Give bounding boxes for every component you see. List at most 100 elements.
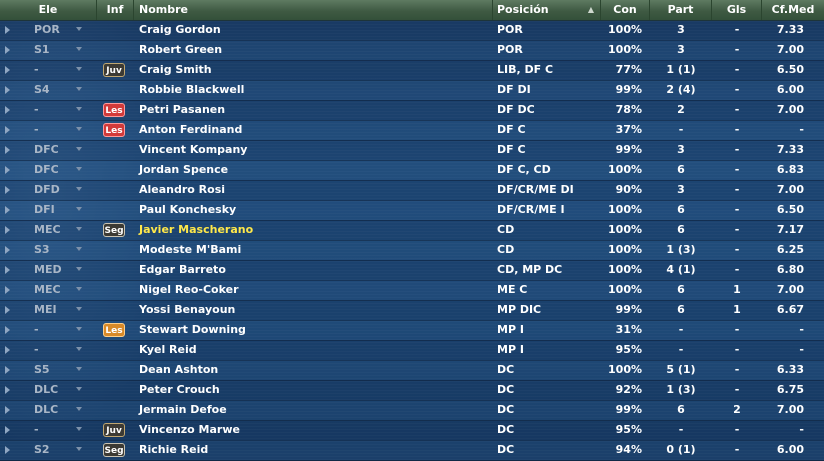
col-header-nombre[interactable]: Nombre — [134, 0, 493, 20]
expand-arrow-icon[interactable] — [5, 286, 10, 294]
player-name[interactable]: Modeste M'Bami — [139, 243, 242, 256]
expand-arrow-icon[interactable] — [5, 346, 10, 354]
player-row[interactable]: S4 Robbie Blackwell DF DI 99% 2 (4) - 6.00 — [0, 80, 824, 101]
status-badge[interactable]: Les — [103, 323, 125, 337]
role-dropdown-icon[interactable] — [76, 246, 82, 252]
col-header-gls[interactable]: Gls — [712, 0, 762, 20]
expand-arrow-icon[interactable] — [5, 426, 10, 434]
expand-arrow-icon[interactable] — [5, 266, 10, 274]
player-name[interactable]: Robbie Blackwell — [139, 83, 245, 96]
player-name[interactable]: Yossi Benayoun — [139, 303, 236, 316]
expand-arrow-icon[interactable] — [5, 186, 10, 194]
role-dropdown-icon[interactable] — [76, 26, 82, 32]
role-dropdown-icon[interactable] — [76, 346, 82, 352]
role-dropdown-icon[interactable] — [76, 426, 82, 432]
expand-arrow-icon[interactable] — [5, 406, 10, 414]
expand-arrow-icon[interactable] — [5, 86, 10, 94]
player-row[interactable]: S1 Robert Green POR 100% 3 - 7.00 — [0, 40, 824, 61]
player-row[interactable]: POR Craig Gordon POR 100% 3 - 7.33 — [0, 20, 824, 41]
role-dropdown-icon[interactable] — [76, 266, 82, 272]
expand-arrow-icon[interactable] — [5, 126, 10, 134]
role-dropdown-icon[interactable] — [76, 86, 82, 92]
player-row[interactable]: S3 Modeste M'Bami CD 100% 1 (3) - 6.25 — [0, 240, 824, 261]
player-row[interactable]: - Juv Vincenzo Marwe DC 95% - - - — [0, 420, 824, 441]
player-name[interactable]: Craig Gordon — [139, 23, 221, 36]
player-name[interactable]: Vincent Kompany — [139, 143, 248, 156]
expand-arrow-icon[interactable] — [5, 206, 10, 214]
role-dropdown-icon[interactable] — [76, 226, 82, 232]
role-dropdown-icon[interactable] — [76, 46, 82, 52]
expand-arrow-icon[interactable] — [5, 246, 10, 254]
player-name[interactable]: Richie Reid — [139, 443, 209, 456]
player-name[interactable]: Javier Mascherano — [139, 223, 254, 236]
expand-arrow-icon[interactable] — [5, 166, 10, 174]
player-row[interactable]: DLC Jermain Defoe DC 99% 6 2 7.00 — [0, 400, 824, 421]
player-name[interactable]: Edgar Barreto — [139, 263, 226, 276]
player-row[interactable]: DFC Vincent Kompany DF C 99% 3 - 7.33 — [0, 140, 824, 161]
role-dropdown-icon[interactable] — [76, 446, 82, 452]
player-name[interactable]: Aleandro Rosi — [139, 183, 226, 196]
col-header-con[interactable]: Con — [601, 0, 650, 20]
expand-arrow-icon[interactable] — [5, 226, 10, 234]
status-badge[interactable]: Les — [103, 123, 125, 137]
status-badge[interactable]: Les — [103, 103, 125, 117]
role-dropdown-icon[interactable] — [76, 326, 82, 332]
player-row[interactable]: S2 Seg Richie Reid DC 94% 0 (1) - 6.00 — [0, 440, 824, 461]
expand-arrow-icon[interactable] — [5, 46, 10, 54]
player-row[interactable]: DLC Peter Crouch DC 92% 1 (3) - 6.75 — [0, 380, 824, 401]
status-badge[interactable]: Seg — [103, 443, 125, 457]
expand-arrow-icon[interactable] — [5, 386, 10, 394]
player-name[interactable]: Vincenzo Marwe — [139, 423, 240, 436]
player-name[interactable]: Stewart Downing — [139, 323, 246, 336]
player-name[interactable]: Craig Smith — [139, 63, 212, 76]
role-dropdown-icon[interactable] — [76, 186, 82, 192]
player-row[interactable]: DFC Jordan Spence DF C, CD 100% 6 - 6.83 — [0, 160, 824, 181]
player-row[interactable]: MED Edgar Barreto CD, MP DC 100% 4 (1) - 6.80 — [0, 260, 824, 281]
expand-arrow-icon[interactable] — [5, 326, 10, 334]
player-row[interactable]: DFI Paul Konchesky DF/CR/ME I 100% 6 - 6.50 — [0, 200, 824, 221]
player-name[interactable]: Dean Ashton — [139, 363, 219, 376]
role-dropdown-icon[interactable] — [76, 366, 82, 372]
role-dropdown-icon[interactable] — [76, 306, 82, 312]
expand-arrow-icon[interactable] — [5, 306, 10, 314]
col-header-part[interactable]: Part — [650, 0, 712, 20]
player-row[interactable]: - Les Anton Ferdinand DF C 37% - - - — [0, 120, 824, 141]
col-header-inf[interactable]: Inf — [97, 0, 134, 20]
role-dropdown-icon[interactable] — [76, 286, 82, 292]
player-row[interactable]: MEI Yossi Benayoun MP DIC 99% 6 1 6.67 — [0, 300, 824, 321]
player-name[interactable]: Paul Konchesky — [139, 203, 237, 216]
player-row[interactable]: - Juv Craig Smith LIB, DF C 77% 1 (1) - 6.50 — [0, 60, 824, 81]
status-badge[interactable]: Juv — [103, 63, 125, 77]
expand-arrow-icon[interactable] — [5, 446, 10, 454]
player-row[interactable]: - Les Petri Pasanen DF DC 78% 2 - 7.00 — [0, 100, 824, 121]
player-row[interactable]: MEC Seg Javier Mascherano CD 100% 6 - 7.17 — [0, 220, 824, 241]
expand-arrow-icon[interactable] — [5, 106, 10, 114]
player-name[interactable]: Anton Ferdinand — [139, 123, 243, 136]
col-header-ele[interactable]: Ele — [0, 0, 97, 20]
role-dropdown-icon[interactable] — [76, 66, 82, 72]
role-dropdown-icon[interactable] — [76, 406, 82, 412]
role-dropdown-icon[interactable] — [76, 126, 82, 132]
player-name[interactable]: Nigel Reo-Coker — [139, 283, 239, 296]
expand-arrow-icon[interactable] — [5, 26, 10, 34]
player-name[interactable]: Petri Pasanen — [139, 103, 226, 116]
col-header-cfmed[interactable]: Cf.Med — [762, 0, 824, 20]
player-name[interactable]: Jordan Spence — [139, 163, 229, 176]
role-dropdown-icon[interactable] — [76, 166, 82, 172]
expand-arrow-icon[interactable] — [5, 146, 10, 154]
player-name[interactable]: Jermain Defoe — [139, 403, 227, 416]
col-header-posicion[interactable]: Posición ▲ — [493, 0, 601, 20]
role-dropdown-icon[interactable] — [76, 386, 82, 392]
player-row[interactable]: MEC Nigel Reo-Coker ME C 100% 6 1 7.00 — [0, 280, 824, 301]
player-name[interactable]: Robert Green — [139, 43, 223, 56]
player-row[interactable]: - Les Stewart Downing MP I 31% - - - — [0, 320, 824, 341]
expand-arrow-icon[interactable] — [5, 66, 10, 74]
status-badge[interactable]: Seg — [103, 223, 125, 237]
role-dropdown-icon[interactable] — [76, 206, 82, 212]
role-dropdown-icon[interactable] — [76, 106, 82, 112]
player-row[interactable]: S5 Dean Ashton DC 100% 5 (1) - 6.33 — [0, 360, 824, 381]
player-row[interactable]: DFD Aleandro Rosi DF/CR/ME DI 90% 3 - 7.00 — [0, 180, 824, 201]
expand-arrow-icon[interactable] — [5, 366, 10, 374]
status-badge[interactable]: Juv — [103, 423, 125, 437]
role-dropdown-icon[interactable] — [76, 146, 82, 152]
